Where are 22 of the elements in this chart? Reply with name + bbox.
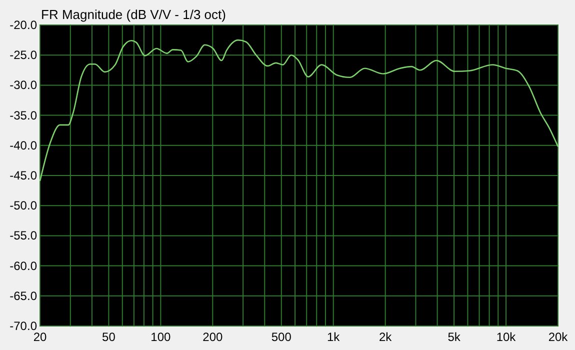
x-tick-label: 200: [202, 330, 223, 344]
y-tick-label: -25.0: [10, 48, 38, 62]
y-tick-label: -45.0: [10, 168, 38, 182]
y-tick-label: -35.0: [10, 108, 38, 122]
y-tick-label: -70.0: [10, 319, 38, 333]
y-tick-label: -30.0: [10, 78, 38, 92]
y-tick-label: -60.0: [10, 258, 38, 273]
x-tick-label: 20: [33, 330, 47, 344]
y-tick-label: -65.0: [10, 288, 38, 303]
y-tick-label: -50.0: [10, 198, 38, 213]
y-tick-label: -20.0: [10, 18, 38, 32]
x-tick-label: 10k: [496, 330, 517, 344]
x-tick-label: 2k: [378, 330, 393, 344]
x-tick-label: 1k: [327, 330, 341, 344]
chart-title: FR Magnitude (dB V/V - 1/3 oct): [41, 7, 226, 22]
x-tick-label: 100: [150, 330, 172, 344]
x-tick-label: 500: [271, 330, 292, 344]
y-tick-label: -40.0: [10, 138, 38, 152]
x-tick-label: 5k: [448, 330, 462, 344]
x-tick-label: 20k: [548, 330, 569, 344]
y-tick-label: -55.0: [10, 228, 38, 243]
x-tick-label: 50: [102, 330, 116, 344]
